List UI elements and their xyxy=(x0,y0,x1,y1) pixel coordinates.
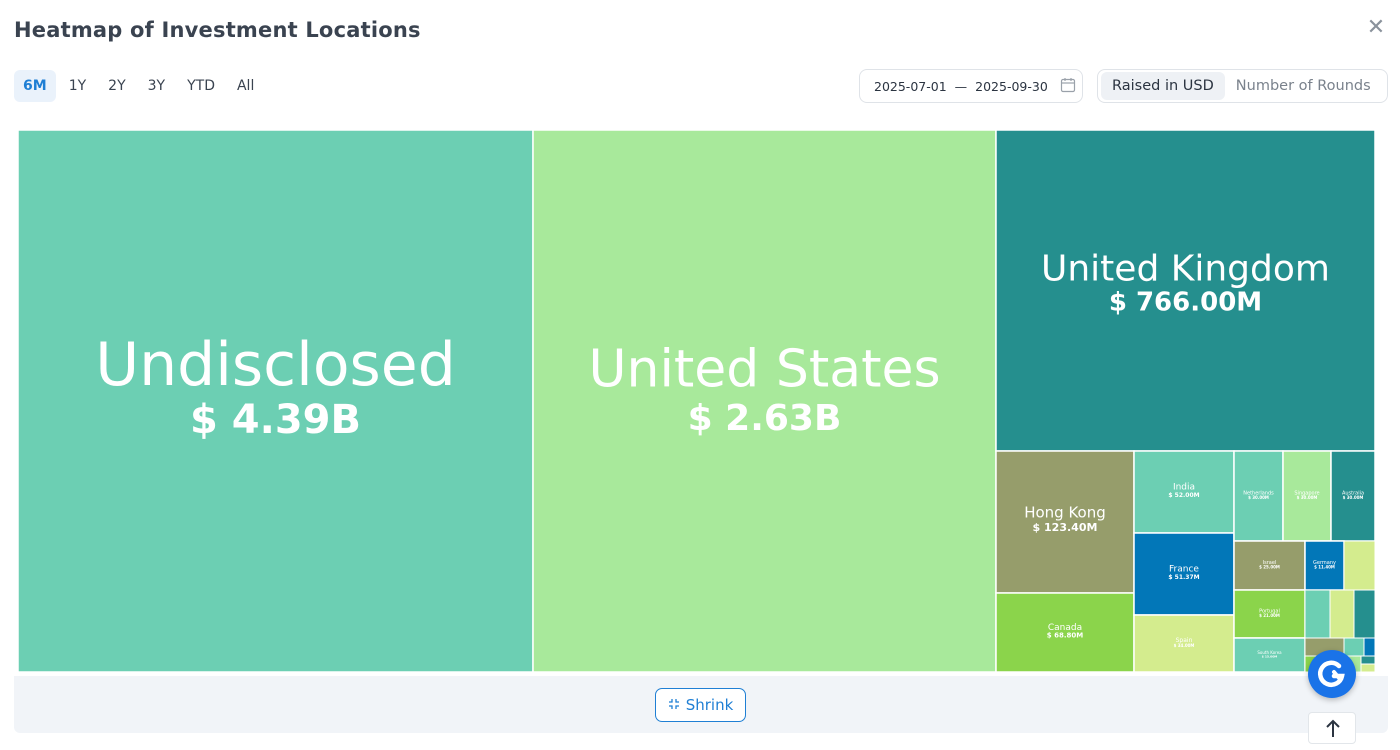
treemap-cell-name: Spain xyxy=(1176,637,1193,644)
treemap-cell-value: $ 68.80M xyxy=(1047,632,1083,640)
date-separator: — xyxy=(954,78,968,94)
treemap-cell-small[interactable] xyxy=(1304,589,1331,639)
treemap-cell-value: $ 2.63B xyxy=(688,398,842,439)
treemap-cell-rect xyxy=(1233,540,1306,591)
treemap-cell[interactable]: Canada$ 68.80M xyxy=(995,592,1135,672)
range-6m[interactable]: 6M xyxy=(14,70,56,102)
treemap-cell[interactable]: France$ 51.37M xyxy=(1133,532,1235,616)
treemap-cell-value: $ 30.00M xyxy=(1343,495,1364,500)
treemap-cell-value: $ 11.40M xyxy=(1314,565,1335,570)
treemap-cell-name: France xyxy=(1169,565,1199,575)
treemap-cell[interactable]: India$ 52.00M xyxy=(1133,450,1235,534)
treemap-cell[interactable]: Singapore$ 30.00M xyxy=(1282,450,1332,542)
time-range-selector: 6M 1Y 2Y 3Y YTD All xyxy=(14,70,263,102)
treemap-cell[interactable]: Hong Kong$ 123.40M xyxy=(995,450,1135,594)
treemap-cell[interactable]: Undisclosed$ 4.39B xyxy=(18,130,534,672)
treemap-cell[interactable]: Germany$ 11.40M xyxy=(1304,540,1345,591)
treemap-cell-value: $ 4.39B xyxy=(190,397,361,443)
treemap-cell-name: South Korea xyxy=(1257,650,1282,655)
treemap-cell-name: Australia xyxy=(1342,491,1364,497)
treemap-cell[interactable]: United Kingdom$ 766.00M xyxy=(995,130,1375,452)
treemap-cell-rect xyxy=(532,130,997,672)
treemap-cell[interactable]: United States$ 2.63B xyxy=(532,130,997,672)
treemap-cell-value: $ 15.00M xyxy=(1262,655,1278,659)
treemap-cell-rect xyxy=(1304,540,1345,591)
treemap-cell[interactable]: Portugal$ 21.00M xyxy=(1233,589,1306,639)
date-start: 2025-07-01 xyxy=(874,78,947,94)
treemap-cell-rect xyxy=(1233,589,1306,639)
toggle-number-of-rounds[interactable]: Number of Rounds xyxy=(1235,78,1371,94)
treemap-cell[interactable]: Australia$ 30.00M xyxy=(1330,450,1375,542)
shrink-label: Shrink xyxy=(685,696,734,714)
close-icon[interactable]: ✕ xyxy=(1366,15,1386,40)
treemap-cell-small[interactable] xyxy=(1363,637,1375,657)
toggle-raised-usd[interactable]: Raised in USD xyxy=(1101,72,1225,100)
treemap-cell-small[interactable] xyxy=(1329,589,1355,639)
treemap-cell-value: $ 123.40M xyxy=(1033,521,1098,534)
range-ytd[interactable]: YTD xyxy=(187,78,215,94)
shrink-button[interactable]: Shrink xyxy=(655,688,746,722)
treemap-cell-rect xyxy=(1133,450,1235,534)
treemap-cell-value: $ 766.00M xyxy=(1109,288,1262,318)
assistant-logo-icon[interactable] xyxy=(1308,650,1356,698)
treemap-cell-rect xyxy=(995,450,1135,594)
treemap-cell-name: Singapore xyxy=(1294,491,1319,497)
treemap-cell-name: Canada xyxy=(1048,623,1082,633)
treemap-cell-rect xyxy=(1133,614,1235,672)
collapse-icon xyxy=(668,696,680,714)
date-end: 2025-09-30 xyxy=(975,78,1048,94)
arrow-up-icon[interactable] xyxy=(1308,712,1356,744)
treemap-cell-value: $ 34.00M xyxy=(1174,643,1195,648)
range-all[interactable]: All xyxy=(236,78,255,94)
treemap-cell-value: $ 51.37M xyxy=(1168,574,1199,581)
treemap-cell-name: India xyxy=(1173,483,1195,493)
treemap-cell-name: United Kingdom xyxy=(1041,249,1330,290)
treemap-cell-rect xyxy=(1330,450,1375,542)
treemap-cell-rect xyxy=(18,130,534,672)
treemap-cell-name: Israel xyxy=(1263,560,1277,566)
treemap-cell-small[interactable] xyxy=(1353,589,1375,639)
calendar-icon xyxy=(1060,77,1076,96)
page-title: Heatmap of Investment Locations xyxy=(14,18,421,42)
treemap-cell[interactable]: Spain$ 34.00M xyxy=(1133,614,1235,672)
treemap-cell-value: $ 30.00M xyxy=(1297,495,1318,500)
treemap-cell-name: United States xyxy=(588,340,940,400)
range-3y[interactable]: 3Y xyxy=(147,78,166,94)
treemap-cell-value: $ 30.00M xyxy=(1248,495,1269,500)
treemap-cell[interactable]: Netherlands$ 30.00M xyxy=(1233,450,1284,542)
treemap-cell-name: Portugal xyxy=(1259,609,1280,615)
treemap-cell-small[interactable] xyxy=(1360,655,1375,665)
treemap-cell-name: Undisclosed xyxy=(95,330,456,400)
treemap-cell[interactable]: South Korea$ 15.00M xyxy=(1233,637,1306,672)
treemap-cell-name: Netherlands xyxy=(1243,491,1274,497)
range-1y[interactable]: 1Y xyxy=(68,78,87,94)
treemap-cell-value: $ 21.00M xyxy=(1259,613,1280,618)
treemap-cell-value: $ 52.00M xyxy=(1168,492,1199,499)
date-range-picker[interactable]: 2025-07-01 — 2025-09-30 xyxy=(859,69,1083,103)
treemap-cell-rect xyxy=(1282,450,1332,542)
treemap-cell-small[interactable] xyxy=(1360,663,1375,672)
treemap-cell-name: Germany xyxy=(1313,560,1336,566)
treemap-cell-small[interactable] xyxy=(1343,540,1375,591)
range-2y[interactable]: 2Y xyxy=(108,78,126,94)
treemap-cell-name: Hong Kong xyxy=(1024,504,1106,522)
treemap-cell-rect xyxy=(1133,532,1235,616)
treemap-cell-value: $ 25.00M xyxy=(1259,565,1280,570)
treemap-cell-rect xyxy=(1233,637,1306,672)
metric-toggle: Raised in USD Number of Rounds xyxy=(1097,69,1388,103)
treemap-cell[interactable]: Israel$ 25.00M xyxy=(1233,540,1306,591)
